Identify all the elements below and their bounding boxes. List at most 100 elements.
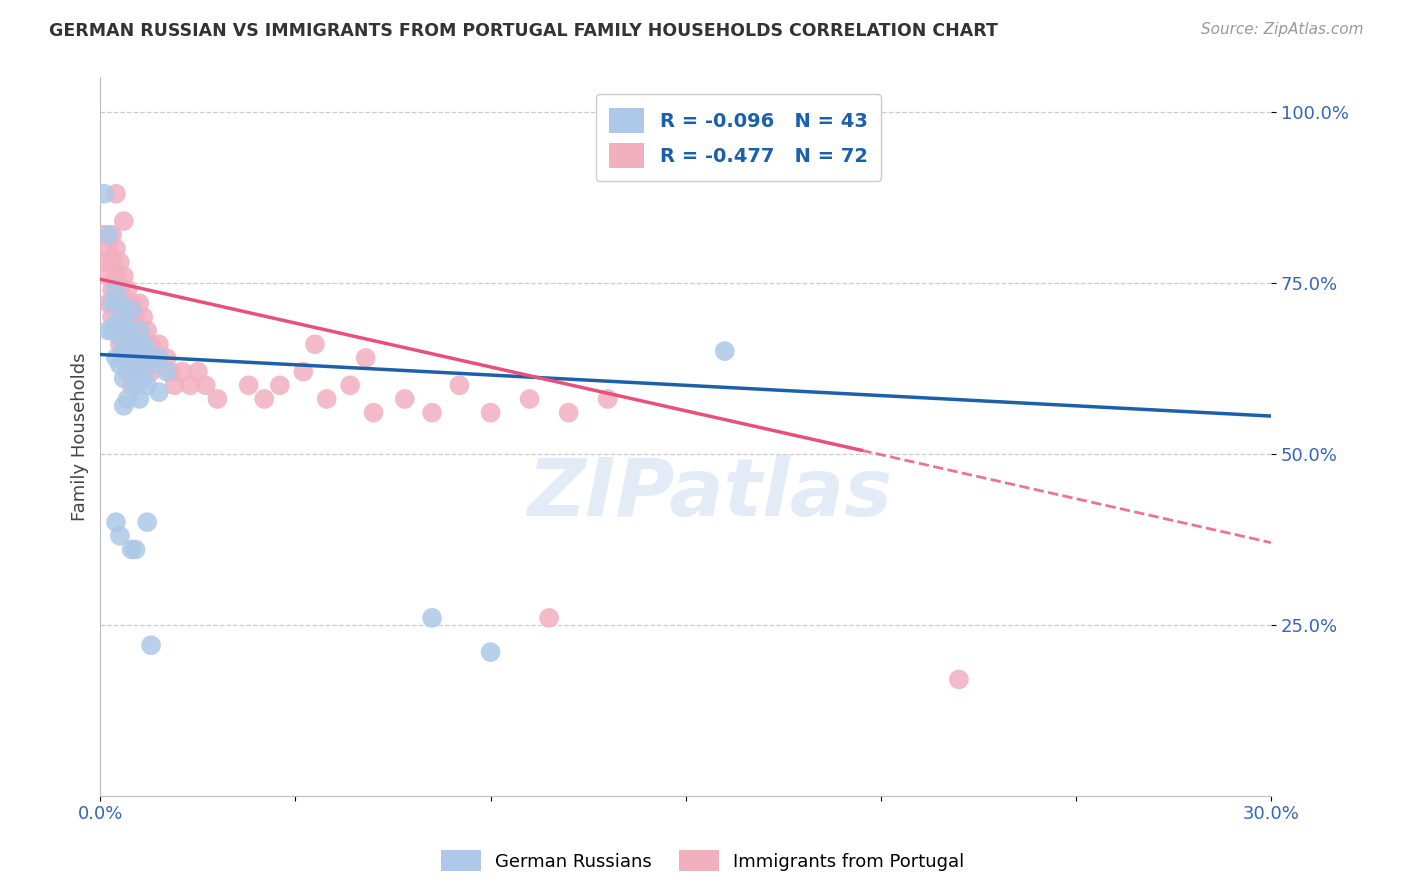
Point: [108, 358, 131, 372]
Point: [93, 255, 115, 269]
Point: [238, 378, 260, 392]
Point: [112, 268, 135, 283]
Point: [104, 324, 127, 338]
Point: [124, 344, 146, 359]
Point: [449, 378, 471, 392]
Point: [148, 337, 170, 351]
Point: [97, 324, 120, 338]
Point: [112, 296, 135, 310]
Point: [112, 351, 135, 365]
Point: [121, 303, 143, 318]
Point: [557, 406, 579, 420]
Point: [112, 310, 135, 324]
Point: [479, 645, 502, 659]
Point: [207, 392, 229, 406]
Point: [124, 542, 146, 557]
Text: GERMAN RUSSIAN VS IMMIGRANTS FROM PORTUGAL FAMILY HOUSEHOLDS CORRELATION CHART: GERMAN RUSSIAN VS IMMIGRANTS FROM PORTUG…: [49, 22, 998, 40]
Point: [128, 324, 150, 338]
Point: [104, 283, 127, 297]
Point: [136, 351, 159, 365]
Point: [159, 365, 181, 379]
Point: [121, 365, 143, 379]
Point: [339, 378, 361, 392]
Point: [124, 310, 146, 324]
Point: [121, 296, 143, 310]
Point: [112, 344, 135, 359]
Point: [713, 344, 735, 359]
Point: [104, 515, 127, 529]
Point: [112, 371, 135, 385]
Point: [136, 378, 159, 392]
Point: [124, 378, 146, 392]
Point: [179, 378, 201, 392]
Point: [354, 351, 377, 365]
Point: [156, 351, 179, 365]
Point: [112, 324, 135, 338]
Point: [479, 406, 502, 420]
Point: [121, 351, 143, 365]
Point: [97, 268, 120, 283]
Point: [136, 515, 159, 529]
Point: [139, 365, 162, 379]
Point: [269, 378, 291, 392]
Point: [187, 365, 209, 379]
Point: [121, 378, 143, 392]
Point: [104, 186, 127, 201]
Point: [117, 324, 139, 338]
Point: [121, 324, 143, 338]
Point: [128, 351, 150, 365]
Point: [132, 371, 155, 385]
Point: [97, 296, 120, 310]
Text: Source: ZipAtlas.com: Source: ZipAtlas.com: [1201, 22, 1364, 37]
Point: [124, 337, 146, 351]
Point: [108, 255, 131, 269]
Point: [128, 324, 150, 338]
Point: [121, 337, 143, 351]
Point: [104, 317, 127, 331]
Point: [108, 337, 131, 351]
Point: [394, 392, 416, 406]
Point: [101, 296, 124, 310]
Point: [596, 392, 619, 406]
Point: [93, 227, 115, 242]
Point: [93, 186, 115, 201]
Point: [132, 365, 155, 379]
Point: [104, 268, 127, 283]
Point: [117, 358, 139, 372]
Point: [304, 337, 326, 351]
Point: [363, 406, 385, 420]
Point: [143, 351, 166, 365]
Point: [128, 392, 150, 406]
Point: [132, 310, 155, 324]
Point: [101, 227, 124, 242]
Point: [117, 392, 139, 406]
Point: [139, 358, 162, 372]
Point: [139, 638, 162, 652]
Point: [148, 385, 170, 400]
Point: [172, 365, 194, 379]
Point: [124, 365, 146, 379]
Point: [136, 344, 159, 359]
Point: [538, 611, 561, 625]
Point: [104, 242, 127, 256]
Point: [108, 310, 131, 324]
Point: [108, 283, 131, 297]
Point: [163, 378, 186, 392]
Point: [420, 406, 443, 420]
Point: [117, 365, 139, 379]
Point: [97, 227, 120, 242]
Point: [117, 310, 139, 324]
Point: [117, 337, 139, 351]
Point: [948, 673, 970, 687]
Point: [101, 283, 124, 297]
Point: [194, 378, 217, 392]
Point: [139, 337, 162, 351]
Point: [108, 529, 131, 543]
Point: [121, 542, 143, 557]
Point: [315, 392, 337, 406]
Point: [112, 214, 135, 228]
Point: [104, 351, 127, 365]
Text: ZIPatlas: ZIPatlas: [527, 455, 891, 533]
Point: [132, 337, 155, 351]
Legend: R = -0.096   N = 43, R = -0.477   N = 72: R = -0.096 N = 43, R = -0.477 N = 72: [596, 95, 882, 181]
